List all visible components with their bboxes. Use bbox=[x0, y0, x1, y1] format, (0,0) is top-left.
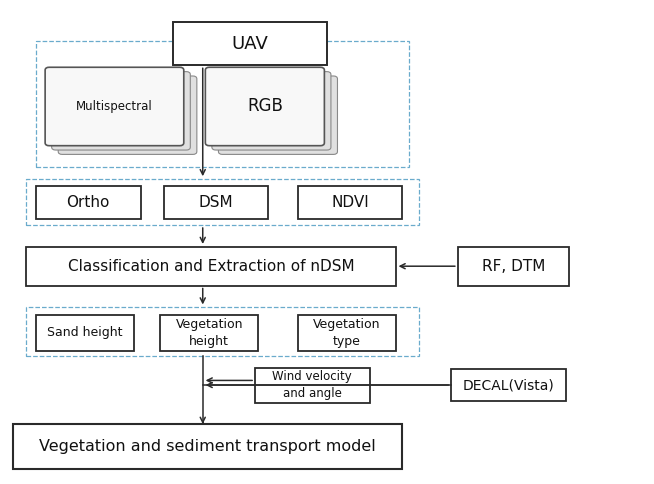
Bar bbox=[26, 179, 419, 225]
Bar bbox=[26, 247, 396, 286]
Bar bbox=[298, 186, 402, 219]
Bar bbox=[173, 22, 327, 65]
Bar bbox=[26, 307, 419, 356]
Bar bbox=[458, 247, 569, 286]
Text: RF, DTM: RF, DTM bbox=[482, 259, 545, 273]
Text: Sand height: Sand height bbox=[47, 326, 123, 339]
FancyBboxPatch shape bbox=[58, 76, 197, 154]
FancyBboxPatch shape bbox=[205, 67, 324, 146]
Text: Vegetation
height: Vegetation height bbox=[175, 318, 243, 348]
Text: RGB: RGB bbox=[247, 97, 283, 116]
Text: UAV: UAV bbox=[232, 34, 269, 53]
Bar bbox=[298, 315, 396, 351]
Text: Vegetation and sediment transport model: Vegetation and sediment transport model bbox=[39, 439, 376, 454]
Bar bbox=[164, 186, 268, 219]
Bar bbox=[255, 368, 370, 403]
Text: Wind velocity
and angle: Wind velocity and angle bbox=[273, 370, 352, 400]
Bar bbox=[13, 424, 402, 469]
Text: Ortho: Ortho bbox=[67, 195, 110, 210]
Text: Multispectral: Multispectral bbox=[76, 100, 153, 113]
FancyBboxPatch shape bbox=[218, 76, 337, 154]
Text: DECAL(Vista): DECAL(Vista) bbox=[462, 378, 555, 392]
Bar bbox=[36, 186, 141, 219]
Text: NDVI: NDVI bbox=[331, 195, 369, 210]
Bar bbox=[451, 369, 566, 401]
Bar bbox=[36, 315, 134, 351]
FancyBboxPatch shape bbox=[45, 67, 184, 146]
Bar bbox=[160, 315, 258, 351]
FancyBboxPatch shape bbox=[212, 72, 331, 150]
Text: DSM: DSM bbox=[199, 195, 233, 210]
Text: Vegetation
type: Vegetation type bbox=[313, 318, 381, 348]
Text: Classification and Extraction of nDSM: Classification and Extraction of nDSM bbox=[67, 259, 354, 273]
Bar bbox=[36, 41, 409, 167]
FancyBboxPatch shape bbox=[52, 72, 190, 150]
